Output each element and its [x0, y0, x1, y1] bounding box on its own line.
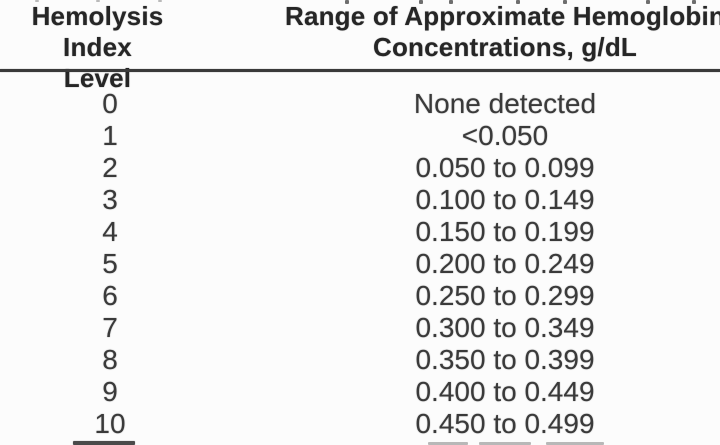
range-cell: None detected — [413, 88, 597, 119]
table-row: 8 0.350 to 0.399 — [0, 344, 720, 376]
header-rule — [0, 69, 720, 72]
level-cell: 5 — [102, 248, 118, 279]
table-row: 4 0.150 to 0.199 — [0, 216, 720, 248]
table-row: 10 0.450 to 0.499 — [0, 408, 720, 440]
range-cell: 0.200 to 0.249 — [415, 248, 595, 279]
table-body: 0 None detected 1 <0.050 2 0.050 to 0.09… — [0, 88, 720, 440]
cropped-text-artifact-top — [35, 0, 39, 2]
cropped-text-artifact-top — [516, 0, 520, 4]
level-cell: 10 — [94, 408, 126, 439]
level-cell: 4 — [102, 216, 118, 247]
level-cell: 8 — [102, 344, 118, 375]
cropped-text-artifact-bottom — [428, 442, 468, 445]
level-cell: 1 — [102, 120, 118, 151]
range-cell: 0.300 to 0.349 — [415, 312, 595, 343]
cropped-text-artifact-top — [646, 0, 650, 4]
table-row: 7 0.300 to 0.349 — [0, 312, 720, 344]
cropped-text-artifact-bottom — [546, 442, 604, 445]
col-header-line: Concentrations, g/dL — [373, 32, 637, 62]
range-cell: 0.450 to 0.499 — [415, 408, 595, 439]
range-cell: 0.050 to 0.099 — [415, 152, 595, 183]
table-header-row: Hemolysis Index Level Range of Approxima… — [0, 1, 720, 94]
table-row: 0 None detected — [0, 88, 720, 120]
cropped-text-artifact-bottom — [479, 442, 531, 445]
col-header-line: Hemolysis Index — [31, 1, 164, 62]
col-header-hemolysis-index-level: Hemolysis Index Level — [0, 1, 220, 94]
level-cell: 7 — [102, 312, 118, 343]
level-cell: 0 — [102, 88, 118, 119]
range-cell: 0.100 to 0.149 — [415, 184, 595, 215]
col-header-hemoglobin-range: Range of Approximate Hemoglobin Concentr… — [220, 1, 720, 94]
cropped-text-artifact-top — [563, 0, 567, 4]
table-row: 2 0.050 to 0.099 — [0, 152, 720, 184]
cropped-text-artifact-top — [345, 0, 349, 4]
range-cell: <0.050 — [461, 120, 549, 151]
level-cell: 2 — [102, 152, 118, 183]
range-cell: 0.400 to 0.449 — [415, 376, 595, 407]
cropped-text-artifact-top — [419, 0, 423, 4]
range-cell: 0.150 to 0.199 — [415, 216, 595, 247]
col-header-line: Level — [63, 63, 132, 93]
cropped-text-artifact-bottom — [73, 441, 135, 445]
level-cell: 6 — [102, 280, 118, 311]
cropped-text-artifact-top — [449, 0, 453, 4]
range-cell: 0.250 to 0.299 — [415, 280, 595, 311]
col-header-line: Range of Approximate Hemoglobin — [284, 1, 720, 31]
table-row: 3 0.100 to 0.149 — [0, 184, 720, 216]
range-cell: 0.350 to 0.399 — [415, 344, 595, 375]
level-cell: 9 — [102, 376, 118, 407]
table-row: 1 <0.050 — [0, 120, 720, 152]
cropped-text-artifact-top — [692, 0, 696, 4]
cropped-text-artifact-top — [96, 0, 100, 2]
level-cell: 3 — [102, 184, 118, 215]
table-row: 5 0.200 to 0.249 — [0, 248, 720, 280]
table-row: 6 0.250 to 0.299 — [0, 280, 720, 312]
cropped-text-artifact-top — [158, 0, 162, 2]
table-row: 9 0.400 to 0.449 — [0, 376, 720, 408]
